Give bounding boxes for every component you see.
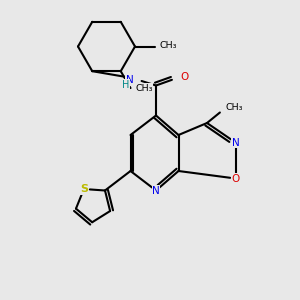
Text: O: O bbox=[180, 72, 188, 82]
Text: N: N bbox=[232, 137, 239, 148]
Text: CH₃: CH₃ bbox=[226, 103, 243, 112]
Text: N: N bbox=[152, 185, 160, 196]
Text: H: H bbox=[122, 80, 130, 90]
Text: CH₃: CH₃ bbox=[159, 41, 176, 50]
Text: O: O bbox=[231, 173, 240, 184]
Text: S: S bbox=[80, 184, 88, 194]
Text: N: N bbox=[126, 75, 134, 85]
Text: CH₃: CH₃ bbox=[135, 84, 152, 93]
